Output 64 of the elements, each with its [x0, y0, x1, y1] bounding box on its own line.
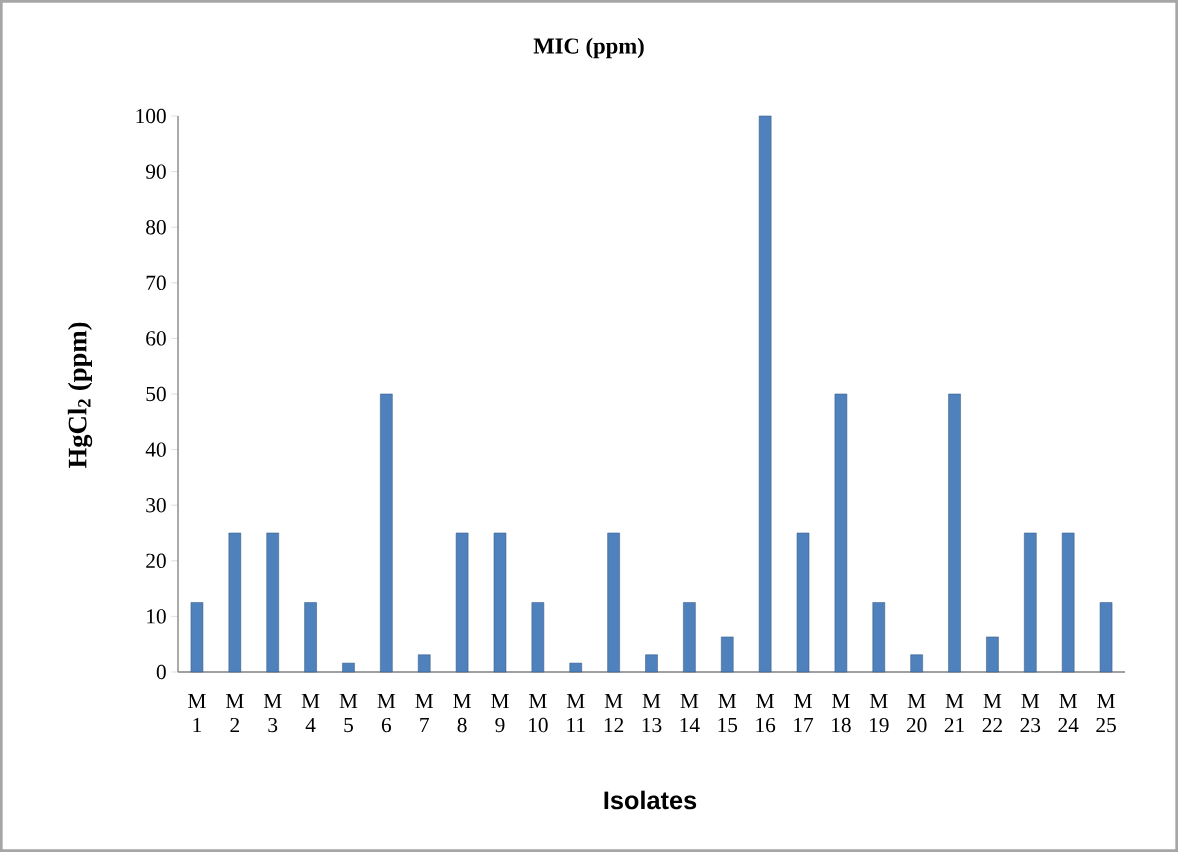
- bar: [910, 654, 923, 673]
- x-tick-label: M 10: [528, 694, 548, 733]
- bar: [721, 636, 734, 673]
- x-tick-label: M 17: [794, 694, 814, 732]
- x-tick-label: M 18: [832, 694, 851, 733]
- y-tick-label: 70: [146, 275, 166, 290]
- y-tick-label: 40: [145, 442, 166, 457]
- bar: [872, 602, 886, 673]
- bar: [228, 532, 242, 673]
- x-tick-label: M 21: [944, 694, 964, 732]
- x-tick-label: M 25: [1096, 694, 1116, 733]
- y-tick-label: 60: [146, 331, 166, 346]
- bar: [645, 654, 658, 673]
- bar: [417, 654, 431, 673]
- bar: [266, 532, 279, 673]
- bar: [758, 115, 772, 673]
- x-tick-label: M 20: [906, 694, 927, 733]
- bar: [607, 532, 620, 673]
- x-tick-label: M 6: [377, 694, 396, 733]
- x-tick-label: M 3: [263, 694, 282, 733]
- bar: [342, 662, 355, 673]
- x-tick-label: M 2: [225, 694, 244, 732]
- x-tick-label: M 16: [756, 694, 776, 733]
- x-tick-label: M 15: [718, 694, 738, 733]
- chart-title: MIC (ppm): [533, 37, 644, 59]
- bar: [493, 532, 507, 673]
- x-tick-label: M 22: [982, 694, 1002, 732]
- bar: [683, 602, 696, 673]
- bar: [948, 393, 961, 673]
- x-tick-label: M 23: [1020, 694, 1041, 733]
- x-tick-label: M 4: [301, 694, 320, 732]
- x-tick-label: M 13: [642, 694, 662, 733]
- bar: [531, 602, 545, 673]
- y-tick-label: 100: [136, 108, 166, 124]
- bar: [190, 602, 204, 673]
- bar: [986, 636, 999, 673]
- y-tick-label: 20: [146, 553, 166, 568]
- y-tick-label: 80: [146, 220, 166, 235]
- y-tick-label: 50: [146, 386, 166, 402]
- bar: [1099, 602, 1113, 673]
- x-tick-label: M 5: [339, 694, 358, 733]
- bar: [380, 393, 393, 673]
- bar: [1061, 532, 1075, 673]
- x-axis-title: Isolates: [604, 790, 697, 810]
- bar: [1024, 532, 1037, 673]
- y-tick-label: 0: [156, 664, 166, 680]
- y-tick-label: 30: [146, 498, 166, 513]
- x-tick-label: M 11: [566, 694, 585, 732]
- x-tick-label: M 8: [453, 694, 471, 733]
- x-tick-label: M 24: [1058, 694, 1079, 732]
- x-tick-label: M 1: [188, 694, 206, 732]
- bar: [834, 393, 848, 673]
- bar: [569, 662, 583, 673]
- bar: [304, 602, 317, 673]
- bar: [455, 532, 469, 673]
- y-axis-title: HgCl$_{2}$ (ppm): [67, 322, 93, 469]
- x-tick-label: M 19: [869, 694, 889, 733]
- x-tick-label: M 14: [680, 694, 700, 732]
- y-tick-label: 90: [145, 164, 166, 179]
- y-tick-label: 10: [147, 609, 166, 624]
- x-tick-label: M 7: [415, 694, 434, 732]
- x-tick-label: M 9: [491, 694, 509, 733]
- bar: [796, 532, 810, 673]
- x-tick-label: M 12: [604, 694, 624, 732]
